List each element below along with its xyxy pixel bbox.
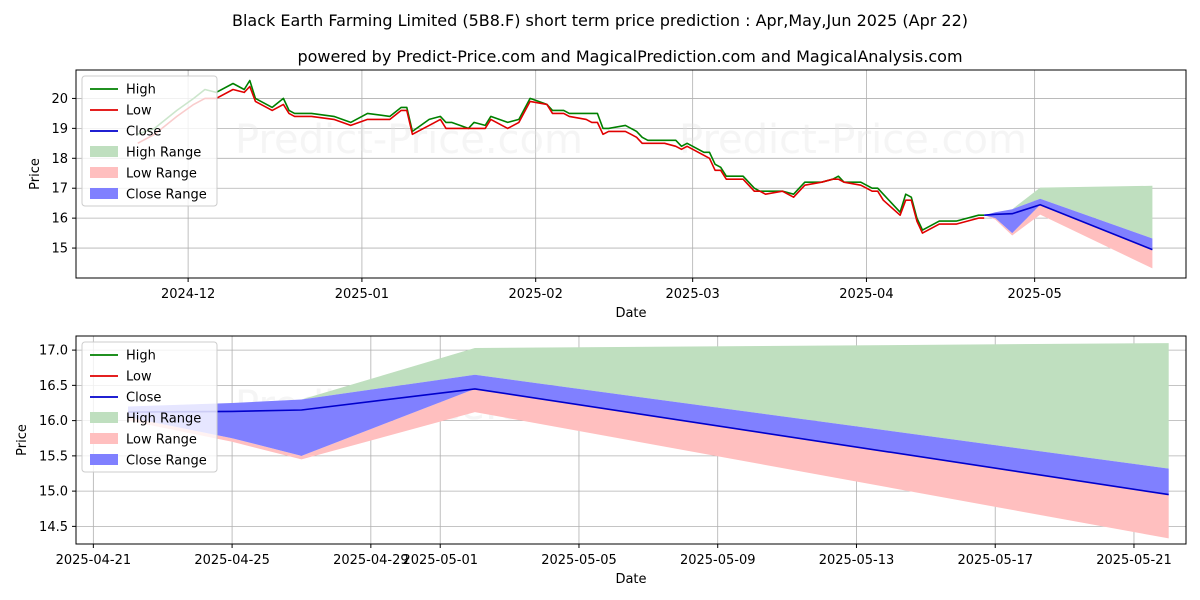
legend-label: Low [126,370,152,385]
y-tick-label: 18 [51,152,68,167]
legend-swatch-patch [90,167,118,178]
legend-label: High Range [126,146,201,161]
low-range-area [984,204,1153,269]
x-tick-label: 2025-05-21 [1096,553,1172,568]
x-tick-label: 2025-05-13 [819,553,895,568]
close-range-area [984,198,1153,250]
watermark-text: Predict-Price.com [235,117,583,163]
x-tick-label: 2025-02 [509,287,563,302]
low-range-area [128,388,1169,539]
y-tick-label: 14.5 [39,520,68,535]
legend-label: Close [126,391,161,406]
legend-label: Low Range [126,167,197,182]
y-tick-label: 16.5 [39,379,68,394]
top-price-panel: Predict-Price.com Predict-Price.com 2024-1… [28,69,1187,321]
x-tick-label: 2025-05-09 [680,553,756,568]
legend-label: High [126,349,156,364]
y-tick-label: 15 [51,242,68,257]
y-tick-label: 16.0 [39,414,68,429]
plot-frame [75,69,1187,279]
legend-swatch-patch [90,188,118,199]
low-series-line [137,85,985,234]
legend-label: Low [126,104,152,119]
close-range-area [128,374,1169,495]
y-tick-label: 16 [51,212,68,227]
y-tick-label: 17.0 [39,344,68,359]
chart-title: Black Earth Farming Limited (5B8.F) shor… [232,11,968,30]
x-tick-label: 2025-04-25 [194,553,270,568]
y-tick-label: 15.5 [39,449,68,464]
high-series-line [137,79,985,231]
close-series-line [984,203,1153,251]
legend-label: Close [126,125,161,140]
x-tick-label: 2025-05-01 [402,553,478,568]
watermark-text: Predict-Price.com [679,117,1027,163]
watermark: Predict-Price.com Predict-Price.com [235,117,1027,163]
x-tick-label: 2025-01 [335,287,389,302]
x-tick-label: 2025-04-21 [56,553,132,568]
grid-lines [76,70,1186,278]
legend-swatch-patch [90,412,118,423]
legend-label: Close Range [126,188,207,203]
x-tick-label: 2025-03 [666,287,720,302]
legend: High Low Close High Range Low Range Close Ran… [81,75,218,207]
x-tick-label: 2025-04-29 [333,553,409,568]
legend-label: Low Range [126,433,197,448]
x-axis-label: Date [615,572,646,587]
high-range-area [984,185,1153,239]
chart-subtitle: powered by Predict-Price.com and Magical… [297,47,962,66]
legend-label: High Range [126,412,201,427]
x-tick-label: 2024-12 [161,287,215,302]
legend-swatch-patch [90,454,118,465]
legend-swatch-patch [90,146,118,157]
y-tick-label: 20 [51,92,68,107]
y-tick-label: 17 [51,182,68,197]
y-axis-label: Price [28,158,43,190]
x-tick-label: 2025-05-05 [541,553,617,568]
y-tick-label: 15.0 [39,485,68,500]
x-tick-label: 2025-05 [1007,287,1061,302]
bottom-forecast-panel: Predict-Price.comPredict-Price.com2025-0… [15,335,1187,587]
x-tick-label: 2025-05-17 [957,553,1033,568]
legend-swatch-patch [90,433,118,444]
y-axis-label: Price [15,424,30,456]
high-range-area [128,343,1169,469]
legend: High Low Close High Range Low Range Close Ran… [81,341,218,473]
x-tick-label: 2025-04 [839,287,893,302]
y-tick-label: 19 [51,122,68,137]
legend-label: High [126,83,156,98]
plot-frame [75,335,1187,545]
x-axis-label: Date [615,306,646,321]
legend-label: Close Range [126,454,207,469]
